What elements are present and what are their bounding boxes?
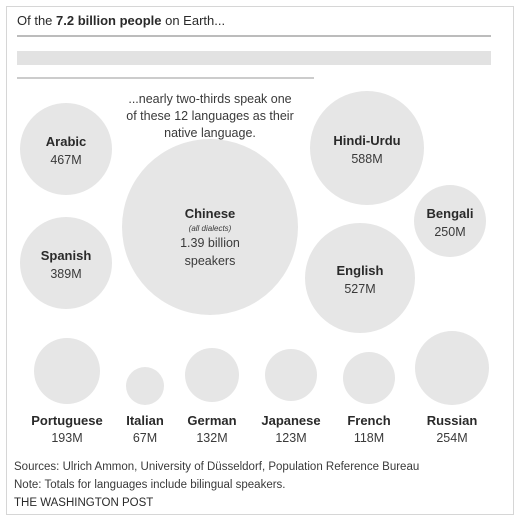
bubble-japanese: [265, 349, 317, 401]
value-bengali: 250M: [434, 225, 465, 239]
bubbles-group: [20, 91, 489, 405]
value-portuguese: 193M: [51, 431, 82, 445]
value-spanish: 389M: [50, 267, 81, 281]
label-chinese: Chinese: [185, 206, 236, 221]
credit-text: THE WASHINGTON POST: [14, 497, 153, 509]
label-german: German: [187, 413, 236, 428]
label-japanese: Japanese: [261, 413, 320, 428]
sources-text: Sources: Ulrich Ammon, University of Düs…: [14, 461, 419, 473]
note-chinese: (all dialects): [189, 224, 232, 233]
bubble-hindi-urdu: [310, 91, 424, 205]
bubble-portuguese: [34, 338, 100, 404]
value-german: 132M: [196, 431, 227, 445]
annotation-line-2: of these 12 languages as their: [126, 109, 293, 123]
label-italian: Italian: [126, 413, 164, 428]
bubble-german: [185, 348, 239, 402]
label-hindi-urdu: Hindi-Urdu: [333, 133, 400, 148]
header-title: Of the 7.2 billion people on Earth...: [17, 13, 225, 28]
value-arabic: 467M: [50, 153, 81, 167]
value-chinese: 1.39 billion: [180, 236, 240, 250]
label-portuguese: Portuguese: [31, 413, 103, 428]
bubble-chinese: [122, 139, 298, 315]
value-russian: 254M: [436, 431, 467, 445]
value-italian: 67M: [133, 431, 157, 445]
bubble-bengali: [414, 185, 486, 257]
value-japanese: 123M: [275, 431, 306, 445]
label-bengali: Bengali: [427, 206, 474, 221]
label-russian: Russian: [427, 413, 478, 428]
value-english: 527M: [344, 282, 375, 296]
annotation-line-1: ...nearly two-thirds speak one: [128, 92, 291, 106]
value-french: 118M: [354, 431, 384, 445]
label-french: French: [347, 413, 390, 428]
label-arabic: Arabic: [46, 134, 86, 149]
population-bar: [17, 51, 491, 65]
value2-chinese: speakers: [185, 254, 236, 268]
note-text: Note: Totals for languages include bilin…: [14, 479, 286, 491]
label-english: English: [337, 263, 384, 278]
bubble-arabic: [20, 103, 112, 195]
bubble-russian: [415, 331, 489, 405]
annotation-line-3: native language.: [164, 126, 256, 140]
bubble-italian: [126, 367, 164, 405]
bubble-french: [343, 352, 395, 404]
label-spanish: Spanish: [41, 248, 92, 263]
bubble-spanish: [20, 217, 112, 309]
bubble-english: [305, 223, 415, 333]
labels-group: Chinese (all dialects) 1.39 billion speaker…: [31, 133, 477, 445]
value-hindi-urdu: 588M: [351, 152, 382, 166]
